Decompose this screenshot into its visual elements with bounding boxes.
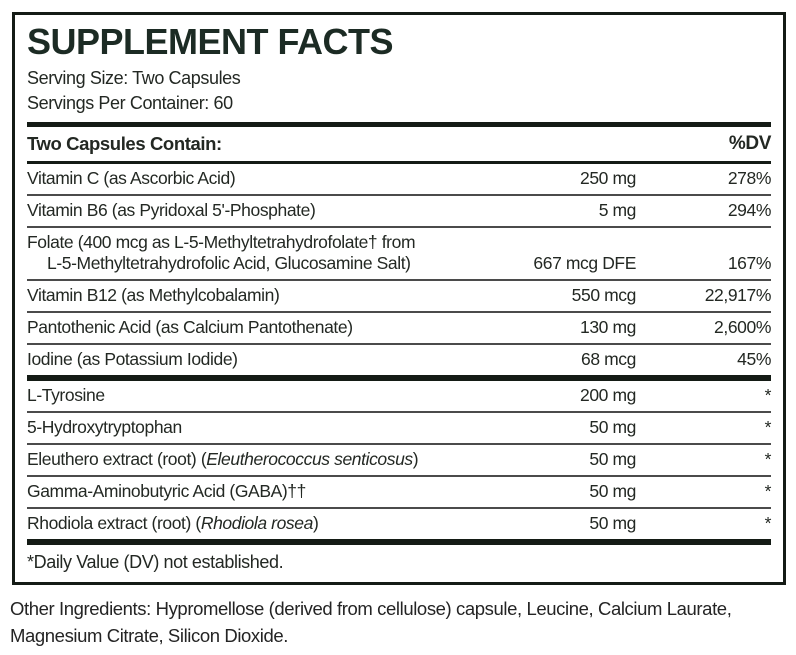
supplement-facts-panel: SUPPLEMENT FACTS Serving Size: Two Capsu… bbox=[12, 12, 786, 585]
ingredient-dv: 294% bbox=[727, 200, 772, 220]
serving-size: Serving Size: Two Capsules bbox=[27, 68, 241, 88]
ingredient-name: Rhodiola extract (root) (Rhodiola rosea) bbox=[27, 513, 319, 533]
column-header-dv: %DV bbox=[728, 133, 771, 154]
ingredient-amount: 50 mg bbox=[589, 417, 636, 437]
table-row: L-Tyrosine 200 mg * bbox=[27, 381, 771, 411]
ingredient-amount: 130 mg bbox=[580, 317, 636, 337]
ingredient-table: Vitamin C (as Ascorbic Acid) 250 mg 278% Vi… bbox=[27, 164, 771, 539]
ingredient-name: Vitamin B12 (as Methylcobalamin) bbox=[27, 285, 280, 305]
footnote-divider bbox=[27, 539, 771, 545]
ingredient-amount: 667 mcg DFE bbox=[533, 253, 636, 273]
table-section-nutrients: Vitamin C (as Ascorbic Acid) 250 mg 278% Vi… bbox=[27, 164, 771, 375]
header-divider bbox=[27, 122, 771, 127]
column-header-contain: Two Capsules Contain: bbox=[27, 133, 222, 154]
section-divider bbox=[27, 375, 771, 381]
servings-per-container: Servings Per Container: 60 bbox=[27, 93, 233, 113]
table-row: 5-Hydroxytryptophan 50 mg * bbox=[27, 411, 771, 443]
ingredient-amount: 550 mcg bbox=[571, 285, 637, 305]
table-header: Two Capsules Contain: %DV bbox=[27, 127, 771, 161]
table-row: Gamma-Aminobutyric Acid (GABA)†† 50 mg * bbox=[27, 475, 771, 507]
ingredient-dv: 167% bbox=[727, 253, 772, 273]
table-row: Rhodiola extract (root) (Rhodiola rosea)… bbox=[27, 507, 771, 539]
table-row: Iodine (as Potassium Iodide) 68 mcg 45% bbox=[27, 343, 771, 375]
table-section-botanicals: L-Tyrosine 200 mg * 5-Hydroxytryptophan 50 m… bbox=[27, 381, 771, 539]
ingredient-amount: 68 mcg bbox=[581, 349, 636, 369]
ingredient-name: Iodine (as Potassium Iodide) bbox=[27, 349, 238, 369]
ingredient-amount: 250 mg bbox=[580, 168, 636, 188]
ingredient-name: Gamma-Aminobutyric Acid (GABA)†† bbox=[27, 481, 306, 501]
table-row: Vitamin B12 (as Methylcobalamin) 550 mcg 2… bbox=[27, 279, 771, 311]
other-ingredients: Other Ingredients: Hypromellose (derived… bbox=[10, 598, 732, 646]
ingredient-dv: * bbox=[764, 513, 772, 533]
ingredient-dv: 22,917% bbox=[704, 285, 772, 305]
ingredient-name: Pantothenic Acid (as Calcium Pantothenat… bbox=[27, 317, 353, 337]
table-header-divider bbox=[27, 161, 771, 164]
ingredient-dv: 2,600% bbox=[714, 317, 771, 337]
table-row: Vitamin B6 (as Pyridoxal 5'-Phosphate) 5 … bbox=[27, 194, 771, 226]
panel-title: SUPPLEMENT FACTS bbox=[27, 21, 394, 62]
dv-footnote: *Daily Value (DV) not established. bbox=[27, 552, 284, 572]
table-row: Folate (400 mcg as L-5-Methyltetrahydrof… bbox=[27, 226, 771, 279]
ingredient-dv: 45% bbox=[737, 349, 771, 369]
ingredient-name: Vitamin B6 (as Pyridoxal 5'-Phosphate) bbox=[27, 200, 316, 220]
ingredient-dv: * bbox=[764, 481, 772, 501]
ingredient-dv: * bbox=[764, 449, 772, 469]
ingredient-name: Vitamin C (as Ascorbic Acid) bbox=[27, 168, 236, 188]
ingredient-dv: 278% bbox=[727, 168, 772, 188]
ingredient-amount: 50 mg bbox=[589, 513, 636, 533]
ingredient-dv: * bbox=[764, 417, 772, 437]
ingredient-amount: 200 mg bbox=[580, 385, 636, 405]
table-row: Vitamin C (as Ascorbic Acid) 250 mg 278% bbox=[27, 164, 771, 194]
ingredient-amount: 50 mg bbox=[589, 449, 636, 469]
ingredient-amount: 5 mg bbox=[598, 200, 637, 220]
table-row: Eleuthero extract (root) (Eleutherococcu… bbox=[27, 443, 771, 475]
ingredient-dv: * bbox=[764, 385, 772, 405]
ingredient-amount: 50 mg bbox=[589, 481, 636, 501]
table-row: Pantothenic Acid (as Calcium Pantothenat… bbox=[27, 311, 771, 343]
ingredient-name: Eleuthero extract (root) (Eleutherococcu… bbox=[27, 449, 419, 469]
ingredient-name: Folate (400 mcg as L-5-Methyltetrahydrof… bbox=[27, 232, 416, 273]
ingredient-name: L-Tyrosine bbox=[27, 385, 105, 405]
ingredient-name: 5-Hydroxytryptophan bbox=[27, 417, 182, 437]
